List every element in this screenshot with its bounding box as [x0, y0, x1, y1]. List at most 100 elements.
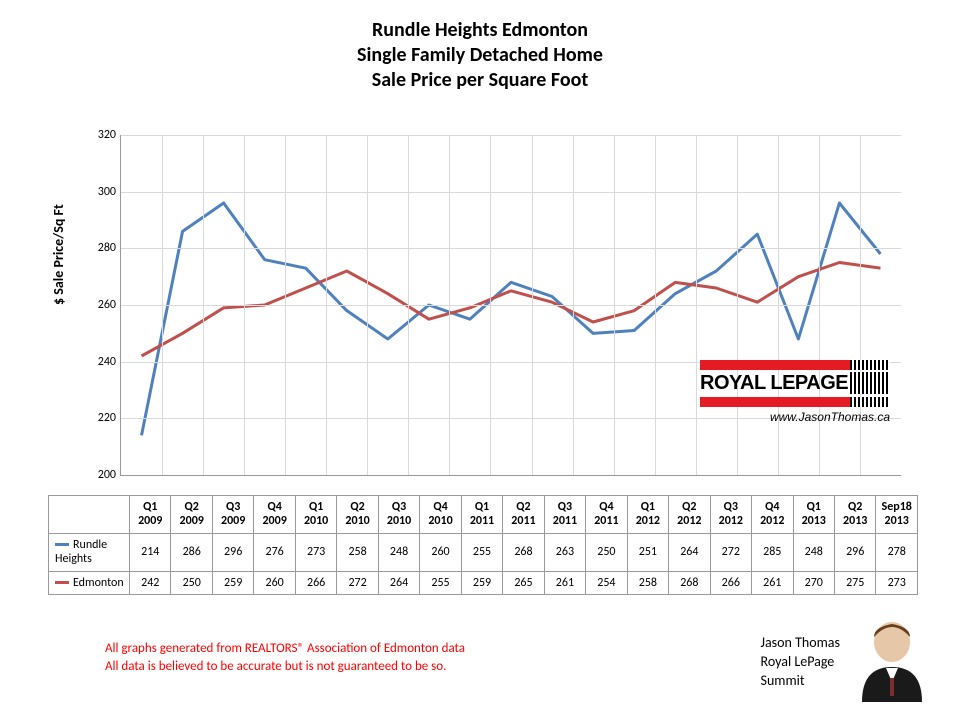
table-cell: 254: [586, 571, 627, 594]
y-tick-label: 280: [98, 241, 116, 255]
series-name-text: Rundle Heights: [55, 538, 107, 566]
table-cell: 261: [752, 571, 793, 594]
series-swatch-icon: [55, 581, 69, 584]
line-chart: $ Sale Price/Sq Ft 200220240260280300320: [80, 135, 900, 505]
x-gridline: [162, 135, 163, 475]
logo-brand-name: ROYAL LEPAGE: [700, 370, 890, 397]
table-category-header: Q12011: [461, 496, 502, 534]
person-icon: [852, 612, 932, 702]
x-gridline: [367, 135, 368, 475]
table-cell: 214: [130, 533, 171, 571]
series-name-text: Edmonton: [73, 576, 124, 590]
table-category-header: Q42012: [752, 496, 793, 534]
title-line-2: Single Family Detached Home: [0, 43, 960, 68]
chart-title: Rundle Heights Edmonton Single Family De…: [0, 0, 960, 93]
table-cell: 260: [420, 533, 461, 571]
table-corner-cell: [49, 496, 130, 534]
data-table: Q12009Q22009Q32009Q42009Q12010Q22010Q320…: [48, 495, 918, 595]
table-cell: 266: [710, 571, 751, 594]
table-cell: 248: [378, 533, 419, 571]
y-tick-label: 220: [98, 411, 116, 425]
y-axis-label: $ Sale Price/Sq Ft: [50, 204, 67, 305]
x-gridline: [408, 135, 409, 475]
x-gridline: [737, 135, 738, 475]
table-category-header: Q12009: [130, 496, 171, 534]
table-series-label: Rundle Heights: [49, 533, 130, 571]
table-cell: 261: [544, 571, 585, 594]
gridline: [121, 248, 901, 249]
royal-lepage-logo: ROYAL LEPAGE www.JasonThomas.ca: [700, 360, 890, 424]
table-category-header: Q22010: [337, 496, 378, 534]
gridline: [121, 192, 901, 193]
table-category-header: Q32010: [378, 496, 419, 534]
author-broker: Royal LePage: [761, 653, 840, 672]
table-category-header: Sep182013: [876, 496, 918, 534]
logo-hatch-icon: [850, 397, 890, 407]
plot-area: 200220240260280300320: [120, 135, 901, 476]
table-cell: 258: [627, 571, 668, 594]
series-line: [142, 263, 881, 357]
table-cell: 286: [171, 533, 212, 571]
x-gridline: [696, 135, 697, 475]
table-cell: 251: [627, 533, 668, 571]
table-category-header: Q42010: [420, 496, 461, 534]
disclaimer-text: All graphs generated from REALTORS® Asso…: [105, 640, 465, 675]
table-category-header: Q32011: [544, 496, 585, 534]
logo-hatch-icon: [850, 360, 890, 370]
author-name: Jason Thomas: [761, 634, 840, 653]
table-cell: 273: [295, 533, 336, 571]
table-cell: 259: [212, 571, 253, 594]
table-cell: 259: [461, 571, 502, 594]
table-category-header: Q22012: [669, 496, 710, 534]
title-line-3: Sale Price per Square Foot: [0, 68, 960, 93]
logo-bar-top: [700, 360, 890, 370]
table-category-header: Q12013: [793, 496, 834, 534]
table-cell: 263: [544, 533, 585, 571]
logo-brand-text: ROYAL LEPAGE: [700, 372, 848, 394]
table-cell: 255: [461, 533, 502, 571]
x-gridline: [819, 135, 820, 475]
series-swatch-icon: [55, 543, 69, 546]
author-photo: [852, 612, 932, 702]
table-cell: 296: [212, 533, 253, 571]
table-category-header: Q22011: [503, 496, 544, 534]
title-line-1: Rundle Heights Edmonton: [0, 18, 960, 43]
table-cell: 248: [793, 533, 834, 571]
table-cell: 264: [669, 533, 710, 571]
table-cell: 255: [420, 571, 461, 594]
table-cell: 273: [876, 571, 918, 594]
y-tick-label: 200: [98, 468, 116, 482]
x-gridline: [532, 135, 533, 475]
data-table-element: Q12009Q22009Q32009Q42009Q12010Q22010Q320…: [48, 495, 918, 595]
table-cell: 266: [295, 571, 336, 594]
table-cell: 250: [586, 533, 627, 571]
table-cell: 278: [876, 533, 918, 571]
y-tick-label: 320: [98, 128, 116, 142]
author-office: Summit: [761, 672, 840, 691]
y-tick-label: 240: [98, 355, 116, 369]
table-row: Edmonton24225025926026627226425525926526…: [49, 571, 918, 594]
table-cell: 272: [337, 571, 378, 594]
x-gridline: [449, 135, 450, 475]
table-cell: 272: [710, 533, 751, 571]
table-cell: 275: [834, 571, 875, 594]
x-gridline: [655, 135, 656, 475]
x-gridline: [614, 135, 615, 475]
gridline: [121, 305, 901, 306]
table-category-header: Q22013: [834, 496, 875, 534]
disclaimer-line-1: All graphs generated from REALTORS® Asso…: [105, 640, 465, 658]
gridline: [121, 135, 901, 136]
disclaimer-line-2: All data is believed to be accurate but …: [105, 658, 465, 676]
table-cell: 296: [834, 533, 875, 571]
table-cell: 250: [171, 571, 212, 594]
author-signature: Jason Thomas Royal LePage Summit: [761, 634, 840, 691]
logo-bar-bottom: [700, 397, 890, 407]
table-cell: 268: [503, 533, 544, 571]
x-gridline: [860, 135, 861, 475]
x-gridline: [490, 135, 491, 475]
table-cell: 276: [254, 533, 295, 571]
x-gridline: [244, 135, 245, 475]
x-gridline: [285, 135, 286, 475]
table-category-header: Q42009: [254, 496, 295, 534]
table-row: Rundle Heights21428629627627325824826025…: [49, 533, 918, 571]
